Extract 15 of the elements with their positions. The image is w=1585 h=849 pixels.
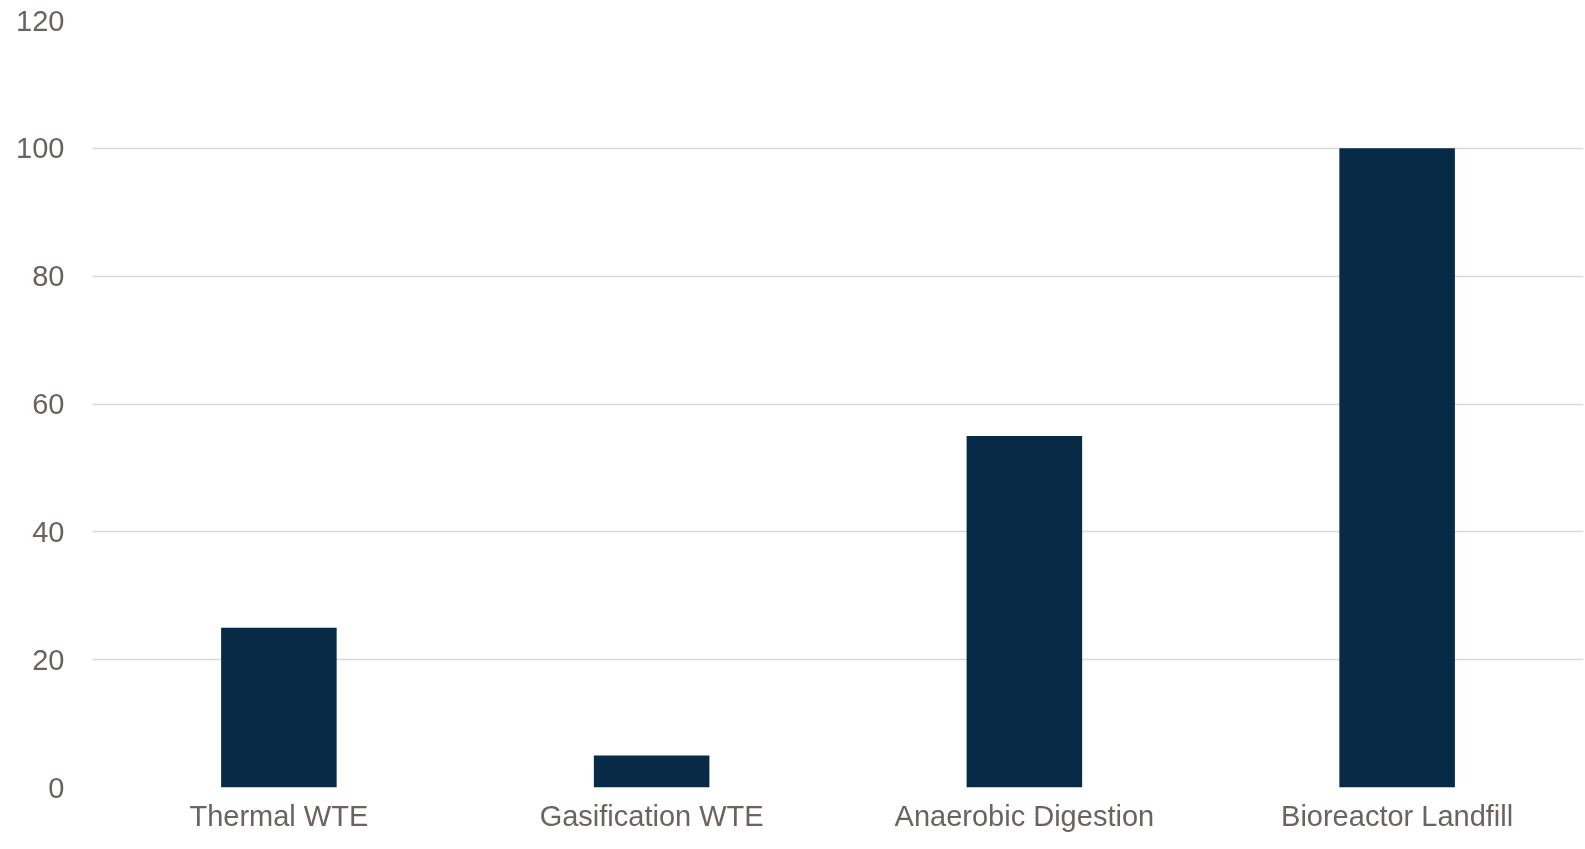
x-tick-label: Bioreactor Landfill bbox=[1281, 799, 1514, 832]
y-tick-label: 60 bbox=[32, 388, 65, 420]
y-tick-label: 120 bbox=[16, 4, 65, 37]
x-tick-label: Anaerobic Digestion bbox=[894, 799, 1155, 832]
bar bbox=[966, 435, 1083, 788]
bar bbox=[221, 627, 337, 788]
y-tick-label: 20 bbox=[32, 643, 65, 676]
x-tick-label: Thermal WTE bbox=[189, 799, 369, 832]
y-tick-label: 40 bbox=[32, 515, 65, 548]
bar bbox=[1339, 148, 1455, 788]
y-tick-label: 0 bbox=[48, 771, 65, 804]
y-tick-label: 100 bbox=[16, 132, 65, 165]
y-tick-label: 80 bbox=[32, 260, 65, 293]
x-tick-label: Gasification WTE bbox=[539, 799, 764, 832]
bar bbox=[593, 755, 710, 788]
